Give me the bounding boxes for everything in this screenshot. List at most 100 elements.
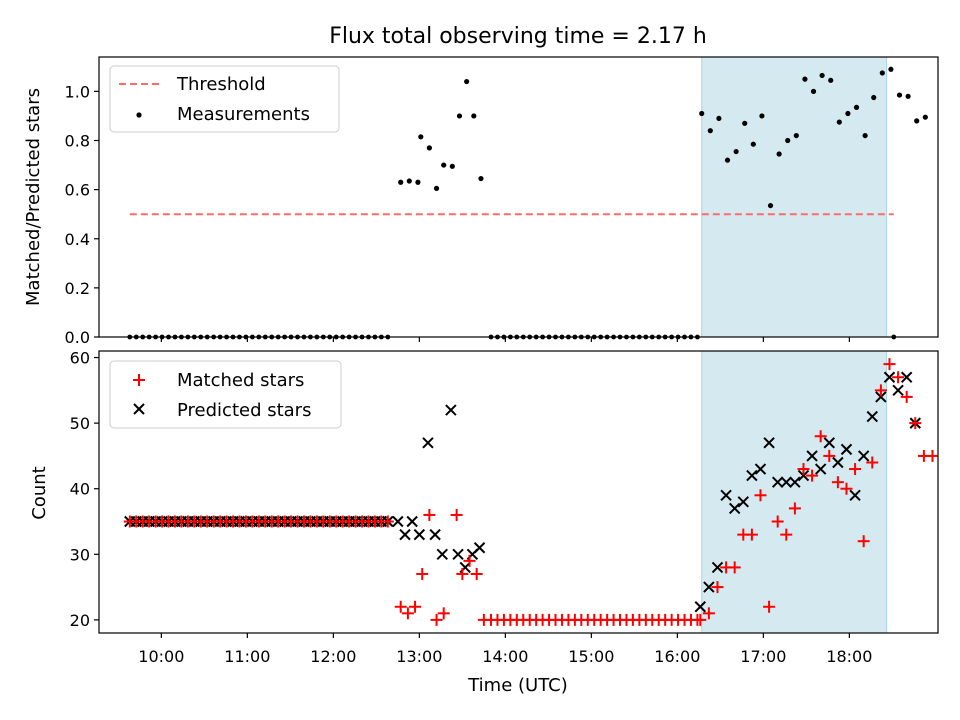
predicted-star-point [797,469,810,482]
matched-star-point [728,561,741,574]
legend-measurements-swatch [136,112,142,118]
bottom-axes-frame [98,350,939,634]
top-ytick-label: 0.0 [65,328,90,347]
top-plot-layer [127,66,928,340]
measurement-point [724,157,731,163]
measurement-point [750,141,756,147]
predicted-star-point [857,450,870,462]
measurement-point [464,78,470,85]
measurement-point [441,162,447,168]
matched-star-point [866,456,879,469]
top-shaded-span-layer [701,56,888,338]
measurement-point [888,66,894,72]
bottom-ylabel: Count [29,466,50,519]
matched-star-point [702,607,715,620]
bottom-xtick-label: 18:00 [826,647,872,666]
measurement-point [828,77,834,83]
legend-matched-label: Matched stars [177,370,304,391]
measurement-point [853,104,860,110]
predicted-star-point [814,463,827,475]
matched-star-point [763,600,776,613]
matched-star-point [450,508,463,521]
predicted-star-point [754,463,767,475]
legend-predicted-label: Predicted stars [177,400,311,421]
predicted-star-point [429,528,441,541]
measurement-point [896,92,903,98]
predicted-star-point [711,561,724,574]
matched-star-point [381,515,394,528]
measurement-point [871,94,877,101]
measurement-point [699,110,705,117]
measurement-point [862,132,868,139]
predicted-star-point [832,456,844,469]
measurement-point [471,113,477,119]
matched-star-point [477,613,490,626]
matched-star-point [694,613,707,626]
predicted-star-point [771,476,784,488]
predicted-star-point [473,542,486,554]
matched-star-point [430,613,443,626]
bottom-legend: Matched stars Predicted stars [109,360,342,429]
predicted-star-point [703,581,715,593]
top-legend: Threshold Measurements [109,65,340,133]
predicted-star-point [452,548,464,561]
predicted-star-point [406,515,418,528]
measurement-point [449,163,455,169]
legend-measurements-label: Measurements [177,104,310,125]
measurement-point [415,179,421,185]
measurement-point [905,93,911,99]
bottom-ytick-label: 20 [70,611,90,630]
bottom-ytick-label: 30 [70,545,90,564]
predicted-star-point [445,404,457,416]
predicted-star-point [780,476,792,488]
predicted-star-point [399,528,411,541]
bottom-xtick-label: 16:00 [654,647,700,666]
matched-star-point [401,607,414,620]
bottom-xtick-label: 15:00 [568,647,614,666]
matched-star-point [423,508,436,521]
measurement-point [767,202,774,209]
predicted-star-point [728,502,741,515]
matched-star-point [900,390,913,403]
predicted-star-point [840,443,853,456]
measurement-point [398,179,404,185]
matched-star-point [409,600,422,613]
measurement-point [418,134,424,140]
measurement-point [426,145,432,151]
matched-star-point [745,528,758,541]
matched-star-point [857,535,870,548]
matched-star-point [797,463,810,476]
bottom-axes: 20 30 40 50 60 10:00 11:00 12:00 13:00 14:00 15:00… [29,349,939,696]
measurement-point [456,113,463,119]
top-axes-frame [98,56,939,338]
predicted-star-point [763,437,775,449]
matched-star-point [771,515,784,528]
bottom-tick-layer: 20 30 40 50 60 10:00 11:00 12:00 13:00 14:00 15:00… [70,349,873,666]
matched-star-point [892,371,905,384]
matched-star-point [394,600,407,613]
predicted-star-point [422,437,434,449]
measurement-point [733,148,739,155]
bottom-plot-layer [123,358,939,626]
predicted-star-point [413,528,426,541]
predicted-star-point [849,489,861,501]
top-ytick-label: 0.4 [65,230,90,249]
measurement-point [836,119,842,125]
measurement-point [922,114,928,120]
matched-star-point [463,554,476,567]
bottom-xtick-label: 11:00 [224,647,270,666]
legend-predicted-swatch [133,403,145,415]
bottom-xtick-label: 12:00 [310,647,356,666]
bottom-xtick-label: 14:00 [482,647,528,666]
measurement-point [802,76,808,82]
legend-threshold-label: Threshold [176,74,266,95]
top-legend-box [109,65,340,133]
measurement-point [742,120,748,126]
matched-star-point [470,567,483,580]
top-ytick-label: 0.6 [65,181,90,200]
measurement-point [406,178,412,184]
chart-title: Flux total observing time = 2.17 h [329,24,707,49]
predicted-star-point [900,371,913,383]
measurement-point [819,72,825,79]
